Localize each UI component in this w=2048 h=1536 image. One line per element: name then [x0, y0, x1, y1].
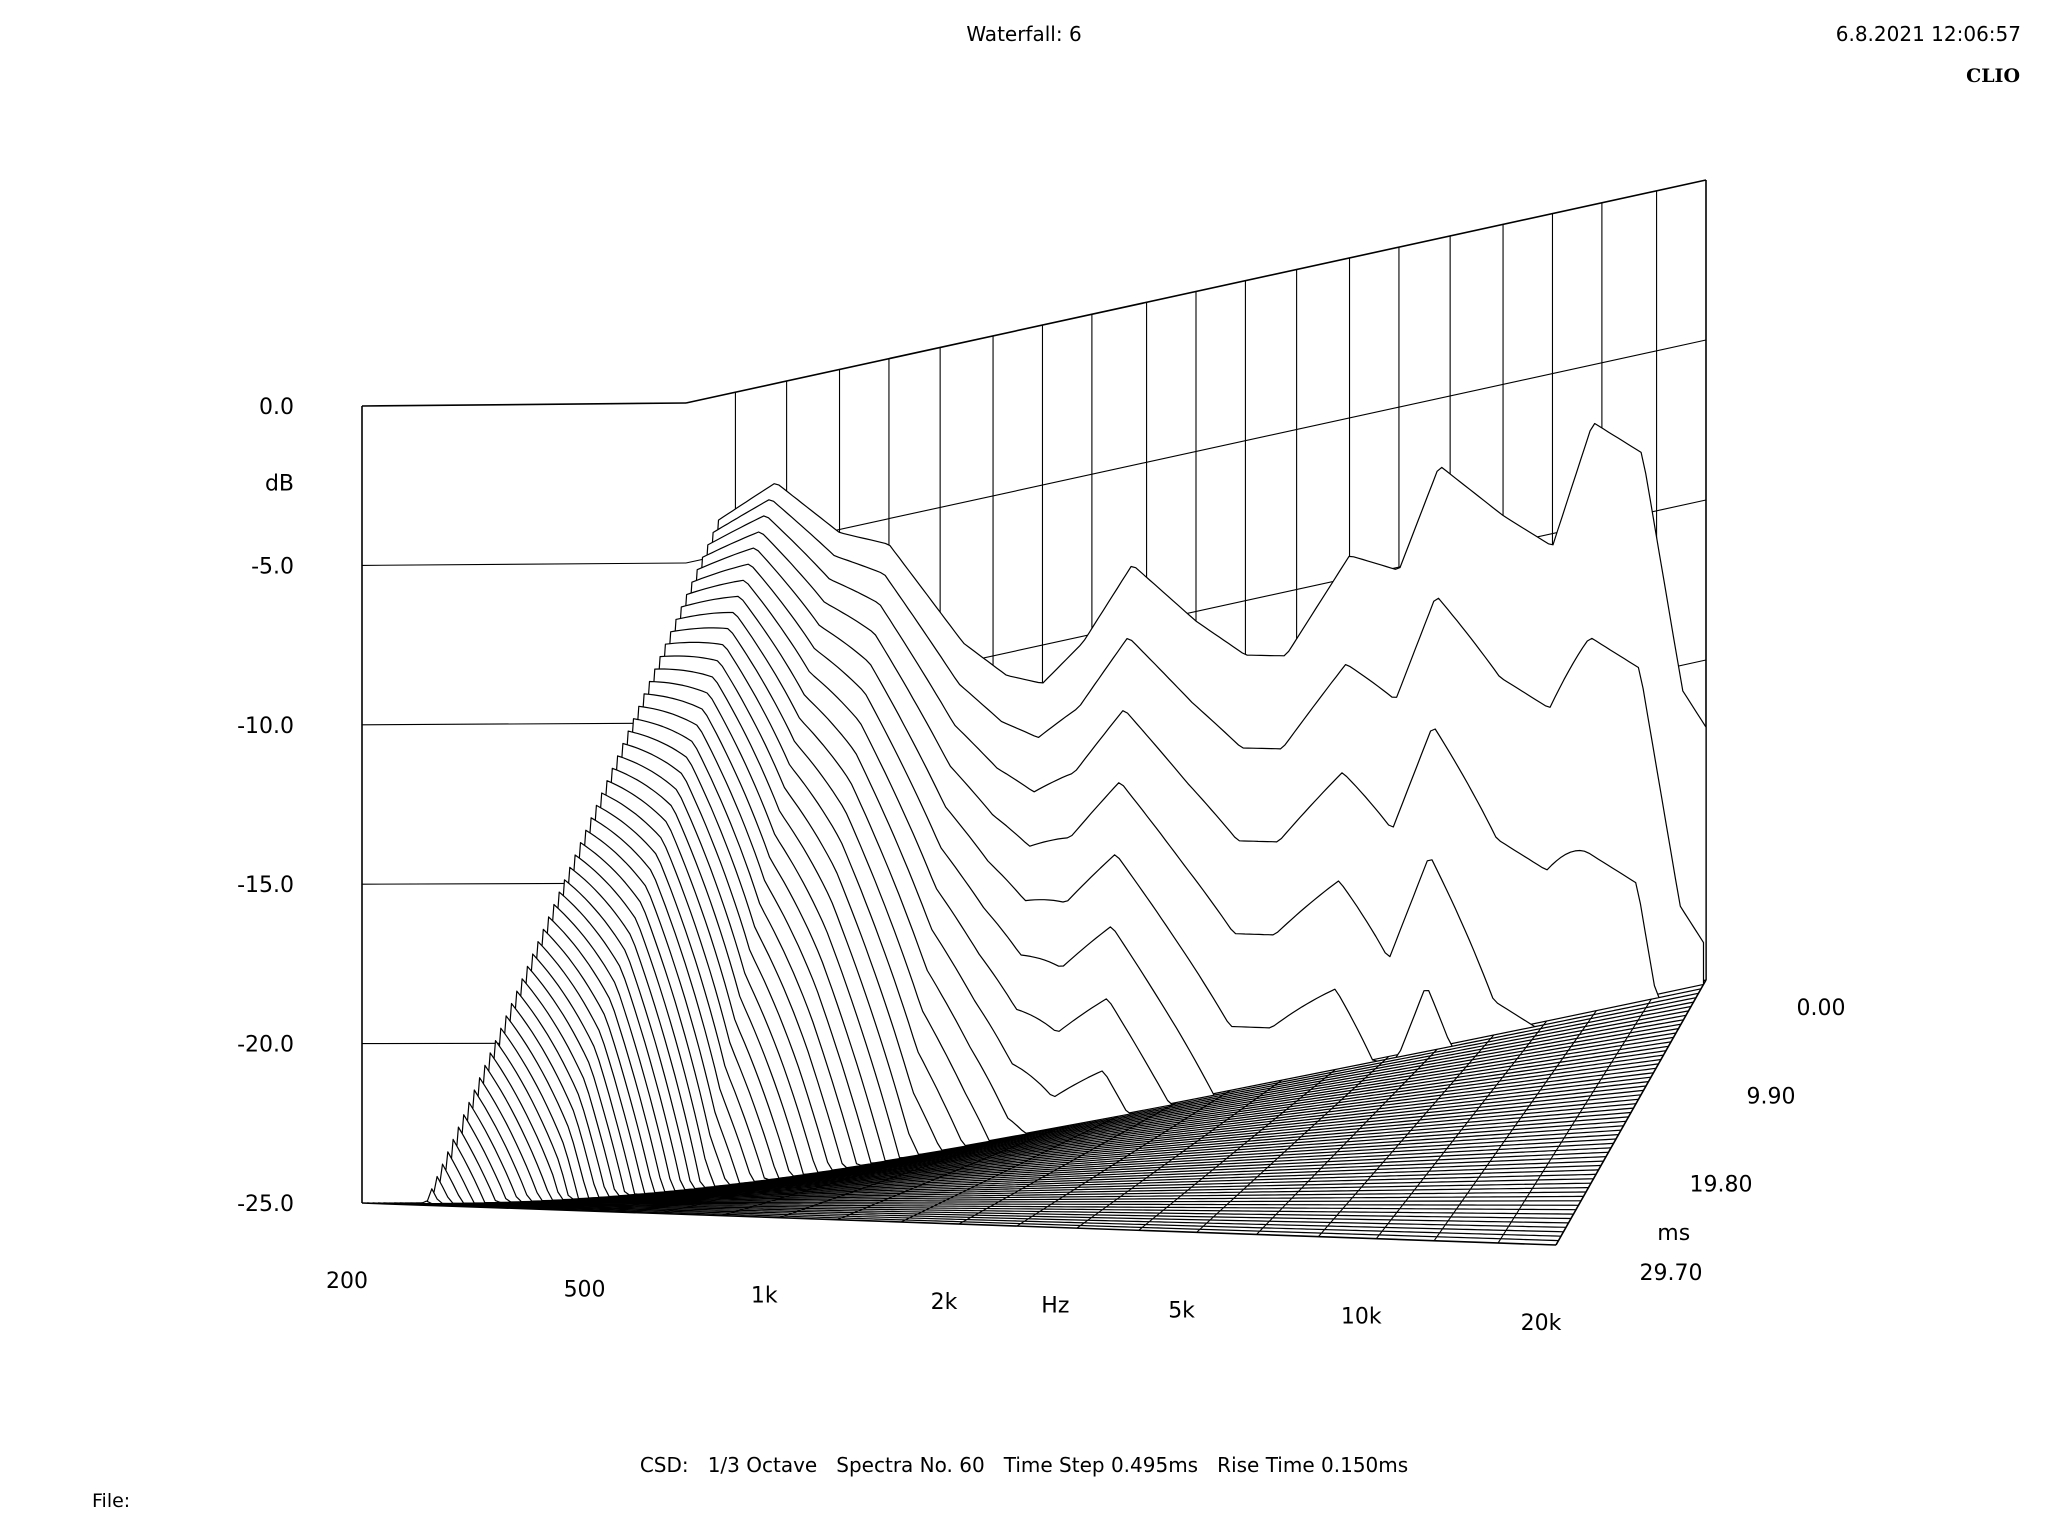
spectrum-slice-49	[426, 1114, 1587, 1204]
frequency-tick-label: 5k	[1168, 1298, 1195, 1323]
spectrum-slice-48	[431, 1101, 1590, 1204]
db-tick-label: -15.0	[237, 873, 294, 898]
side-grid-line	[361, 562, 687, 566]
brand-logo: CLIO	[1966, 65, 2020, 87]
spectrum-slice-45	[447, 1064, 1597, 1204]
frequency-tick-label: 500	[564, 1277, 606, 1302]
time-tick-label: 0.00	[1797, 996, 1846, 1021]
db-tick-label: -5.0	[251, 554, 294, 579]
side-grid-line	[361, 722, 687, 726]
time-axis-label: ms	[1657, 1221, 1690, 1246]
frequency-tick-label: 200	[326, 1269, 368, 1294]
db-axis-label: dB	[265, 472, 294, 497]
spectrum-slice-53	[404, 1163, 1577, 1211]
spectrum-slice-56	[388, 1200, 1570, 1224]
spectrum-slice-59	[372, 1202, 1562, 1237]
timestamp: 6.8.2021 12:06:57	[1835, 22, 2021, 46]
spectrum-slice-55	[393, 1188, 1572, 1220]
spectrum-slice-46	[442, 1077, 1595, 1204]
frequency-tick-label: 20k	[1521, 1311, 1562, 1336]
spectrum-slice-13	[620, 668, 1677, 1204]
frequency-tick-label: 2k	[931, 1290, 958, 1315]
spectrum-slice-44	[453, 1052, 1600, 1204]
left-top-edge	[361, 402, 687, 407]
spectrum-slice-57	[383, 1202, 1567, 1228]
db-tick-label: 0.0	[259, 395, 294, 420]
chart-title: Waterfall: 6	[966, 22, 1082, 46]
spectra-slices	[366, 422, 1707, 1242]
spectrum-slice-50	[420, 1126, 1585, 1204]
frequency-axis-label: Hz	[1041, 1293, 1069, 1318]
db-axis: 0.0 -5.0 -10.0 -15.0 -20.0 -25.0 dB	[237, 395, 294, 1217]
spectrum-slice-58	[377, 1202, 1565, 1233]
spectrum-slice-52	[410, 1151, 1580, 1206]
db-tick-label: -20.0	[237, 1033, 294, 1058]
frequency-axis: 200 500 1k 2k 5k 10k 20k Hz	[326, 1269, 1562, 1336]
spectrum-slice-54	[399, 1175, 1575, 1215]
wall-grid-horizontal	[685, 339, 1707, 564]
spectrum-slice-60	[366, 1202, 1560, 1242]
db-tick-label: -25.0	[237, 1192, 294, 1217]
file-label: File:	[92, 1490, 131, 1512]
spectrum-slice-47	[437, 1089, 1592, 1204]
time-tick-label: 29.70	[1640, 1261, 1703, 1286]
spectrum-slice-51	[415, 1138, 1582, 1204]
db-tick-label: -10.0	[237, 714, 294, 739]
csd-settings-text: CSD: 1/3 Octave Spectra No. 60 Time Step…	[639, 1453, 1409, 1477]
time-tick-label: 9.90	[1747, 1084, 1796, 1109]
time-tick-label: 19.80	[1690, 1173, 1753, 1198]
frequency-tick-label: 1k	[751, 1284, 778, 1309]
frequency-tick-label: 10k	[1341, 1305, 1382, 1330]
time-axis: 0.00 9.90 19.80 29.70 ms	[1640, 996, 1846, 1286]
